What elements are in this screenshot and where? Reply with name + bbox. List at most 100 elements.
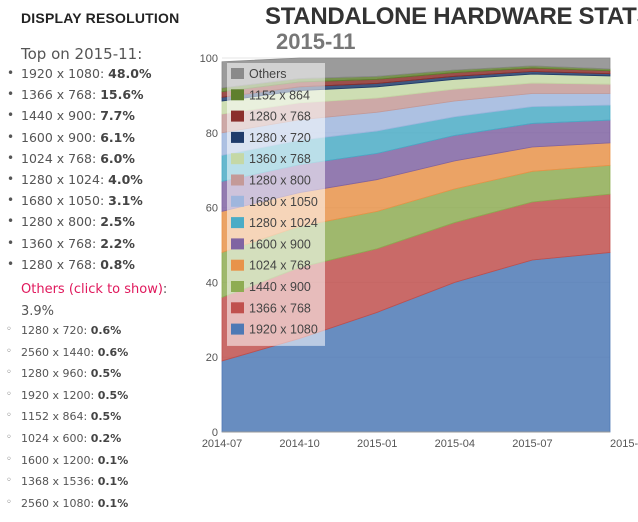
legend-label: 1360 x 768	[249, 152, 311, 166]
others-toggle-link[interactable]: Others (click to show):	[21, 282, 167, 297]
section-title: DISPLAY RESOLUTION	[21, 10, 180, 26]
resolution-percentage: 0.2%	[90, 431, 122, 445]
resolution-label: 1366 x 768	[21, 87, 93, 103]
resolution-percentage: 0.6%	[90, 324, 122, 337]
chart-title: STANDALONE HARDWARE STATS	[265, 3, 638, 30]
bullet-icon: •	[7, 66, 15, 80]
other-resolution-item: ◦ 1600 x 1200: 0.1%	[6, 453, 129, 467]
resolution-percentage: 4.0%	[108, 171, 143, 187]
bullet-icon: ◦	[6, 475, 12, 487]
legend-label: 1366 x 768	[249, 301, 311, 315]
bullet-icon: ◦	[6, 367, 12, 379]
top-resolution-item: • 1360 x 768: 2.2%	[7, 235, 135, 251]
chart-subtitle: 2015-11	[276, 29, 356, 54]
resolution-percentage: 3.1%	[108, 193, 143, 209]
resolution-percentage: 0.5%	[97, 388, 129, 402]
bullet-icon: •	[7, 171, 15, 186]
legend-swatch	[231, 110, 244, 122]
resolution-percentage: 6.0%	[100, 150, 135, 166]
other-resolution-item: ◦ 1368 x 1536: 0.1%	[6, 475, 129, 489]
bullet-icon: •	[7, 108, 15, 123]
others-colon: :	[162, 282, 168, 297]
legend-label: 1440 x 900	[249, 280, 311, 294]
bullet-icon: •	[7, 214, 15, 229]
resolution-label: 1024 x 768	[21, 150, 93, 166]
resolution-label: 2560 x 1080	[21, 496, 91, 510]
other-resolution-item: ◦ 1024 x 600: 0.2%	[6, 431, 122, 445]
resolution-percentage: 0.5%	[90, 410, 122, 424]
legend-swatch	[231, 323, 244, 335]
legend-swatch	[231, 281, 244, 292]
legend-swatch	[231, 153, 244, 165]
other-resolution-item: ◦ 1280 x 720: 0.6%	[6, 324, 122, 337]
y-tick-label: 60	[206, 203, 218, 215]
bullet-icon: ◦	[6, 388, 12, 400]
x-tick-label: 2014-07	[202, 438, 242, 450]
top-resolution-item: • 1920 x 1080: 48.0%	[7, 66, 152, 81]
x-tick-label: 2014-10	[279, 438, 319, 450]
top-resolution-item: • 1440 x 900: 7.7%	[7, 108, 135, 124]
resolution-percentage: 0.1%	[97, 496, 129, 510]
resolution-percentage: 2.2%	[100, 235, 135, 251]
y-tick-label: 100	[200, 53, 218, 65]
other-resolution-item: ◦ 2560 x 1080: 0.1%	[6, 496, 129, 510]
bullet-icon: •	[7, 129, 15, 144]
legend-label: 1280 x 768	[249, 110, 311, 124]
resolution-percentage: 0.1%	[97, 453, 129, 467]
resolution-label: 1360 x 768	[21, 235, 93, 251]
top-label: Top on 2015-11:	[21, 45, 143, 63]
resolution-label: 1920 x 1080	[21, 66, 100, 81]
resolution-label: 1280 x 800	[21, 214, 93, 230]
x-tick-label: 2015-10	[610, 438, 638, 450]
legend-swatch	[231, 68, 244, 79]
top-resolution-item: • 1024 x 768: 6.0%	[7, 150, 135, 166]
legend-swatch	[231, 131, 244, 143]
top-resolution-list: • 1920 x 1080: 48.0% • 1366 x 768: 15.6% • 14…	[0, 66, 152, 278]
resolution-label: 1680 x 1050	[21, 193, 100, 209]
legend-label: Others	[249, 67, 287, 81]
resolution-label: 1600 x 900	[21, 129, 93, 145]
resolution-label: 1920 x 1200	[21, 388, 91, 402]
bullet-icon: ◦	[6, 453, 12, 465]
other-resolution-item: ◦ 1152 x 864: 0.5%	[6, 410, 122, 424]
legend-swatch	[231, 238, 244, 250]
resolution-label: 2560 x 1440	[21, 345, 91, 359]
resolution-label: 1280 x 960	[21, 367, 84, 381]
legend-label: 1152 x 864	[249, 88, 310, 102]
x-tick-label: 2015-01	[357, 438, 397, 450]
other-resolution-item: ◦ 1280 x 960: 0.5%	[6, 367, 122, 381]
resolution-label: 1368 x 1536	[21, 475, 91, 489]
top-resolution-item: • 1680 x 1050: 3.1%	[7, 193, 143, 209]
resolution-percentage: 6.1%	[100, 129, 135, 145]
bullet-icon: ◦	[6, 345, 12, 357]
bullet-icon: •	[7, 235, 15, 250]
x-tick-label: 2015-07	[512, 438, 552, 450]
bullet-icon: •	[7, 150, 15, 165]
others-link-text[interactable]: Others (click to show)	[21, 282, 163, 297]
y-tick-label: 40	[206, 277, 218, 289]
bullet-icon: ◦	[6, 324, 12, 335]
resolution-label: 1280 x 720	[21, 324, 84, 337]
top-resolution-item: • 1366 x 768: 15.6%	[7, 87, 144, 103]
resolution-percentage: 0.1%	[97, 475, 129, 489]
resolution-percentage: 15.6%	[100, 87, 144, 103]
resolution-label: 1280 x 1024	[21, 171, 100, 187]
other-resolution-item: ◦ 2560 x 1440: 0.6%	[6, 345, 129, 359]
legend-swatch	[231, 217, 244, 229]
resolution-label: 1024 x 600	[21, 431, 84, 445]
top-resolution-item: • 1280 x 800: 2.5%	[7, 214, 135, 230]
bullet-icon: •	[7, 87, 15, 102]
bullet-icon: ◦	[6, 431, 12, 443]
resolution-label: 1280 x 768	[21, 256, 93, 272]
resolution-percentage: 0.6%	[97, 345, 129, 359]
resolution-label: 1440 x 900	[21, 108, 93, 124]
left-panel: DISPLAY RESOLUTION Top on 2015-11: • 1920…	[0, 0, 215, 522]
legend-swatch	[231, 195, 244, 207]
legend-label: 1920 x 1080	[249, 323, 318, 337]
others-percentage: 3.9%	[21, 304, 55, 319]
bullet-icon: •	[7, 256, 15, 271]
bullet-icon: ◦	[6, 496, 12, 508]
top-resolution-item: • 1600 x 900: 6.1%	[7, 129, 135, 145]
resolution-label: 1152 x 864	[21, 410, 84, 424]
